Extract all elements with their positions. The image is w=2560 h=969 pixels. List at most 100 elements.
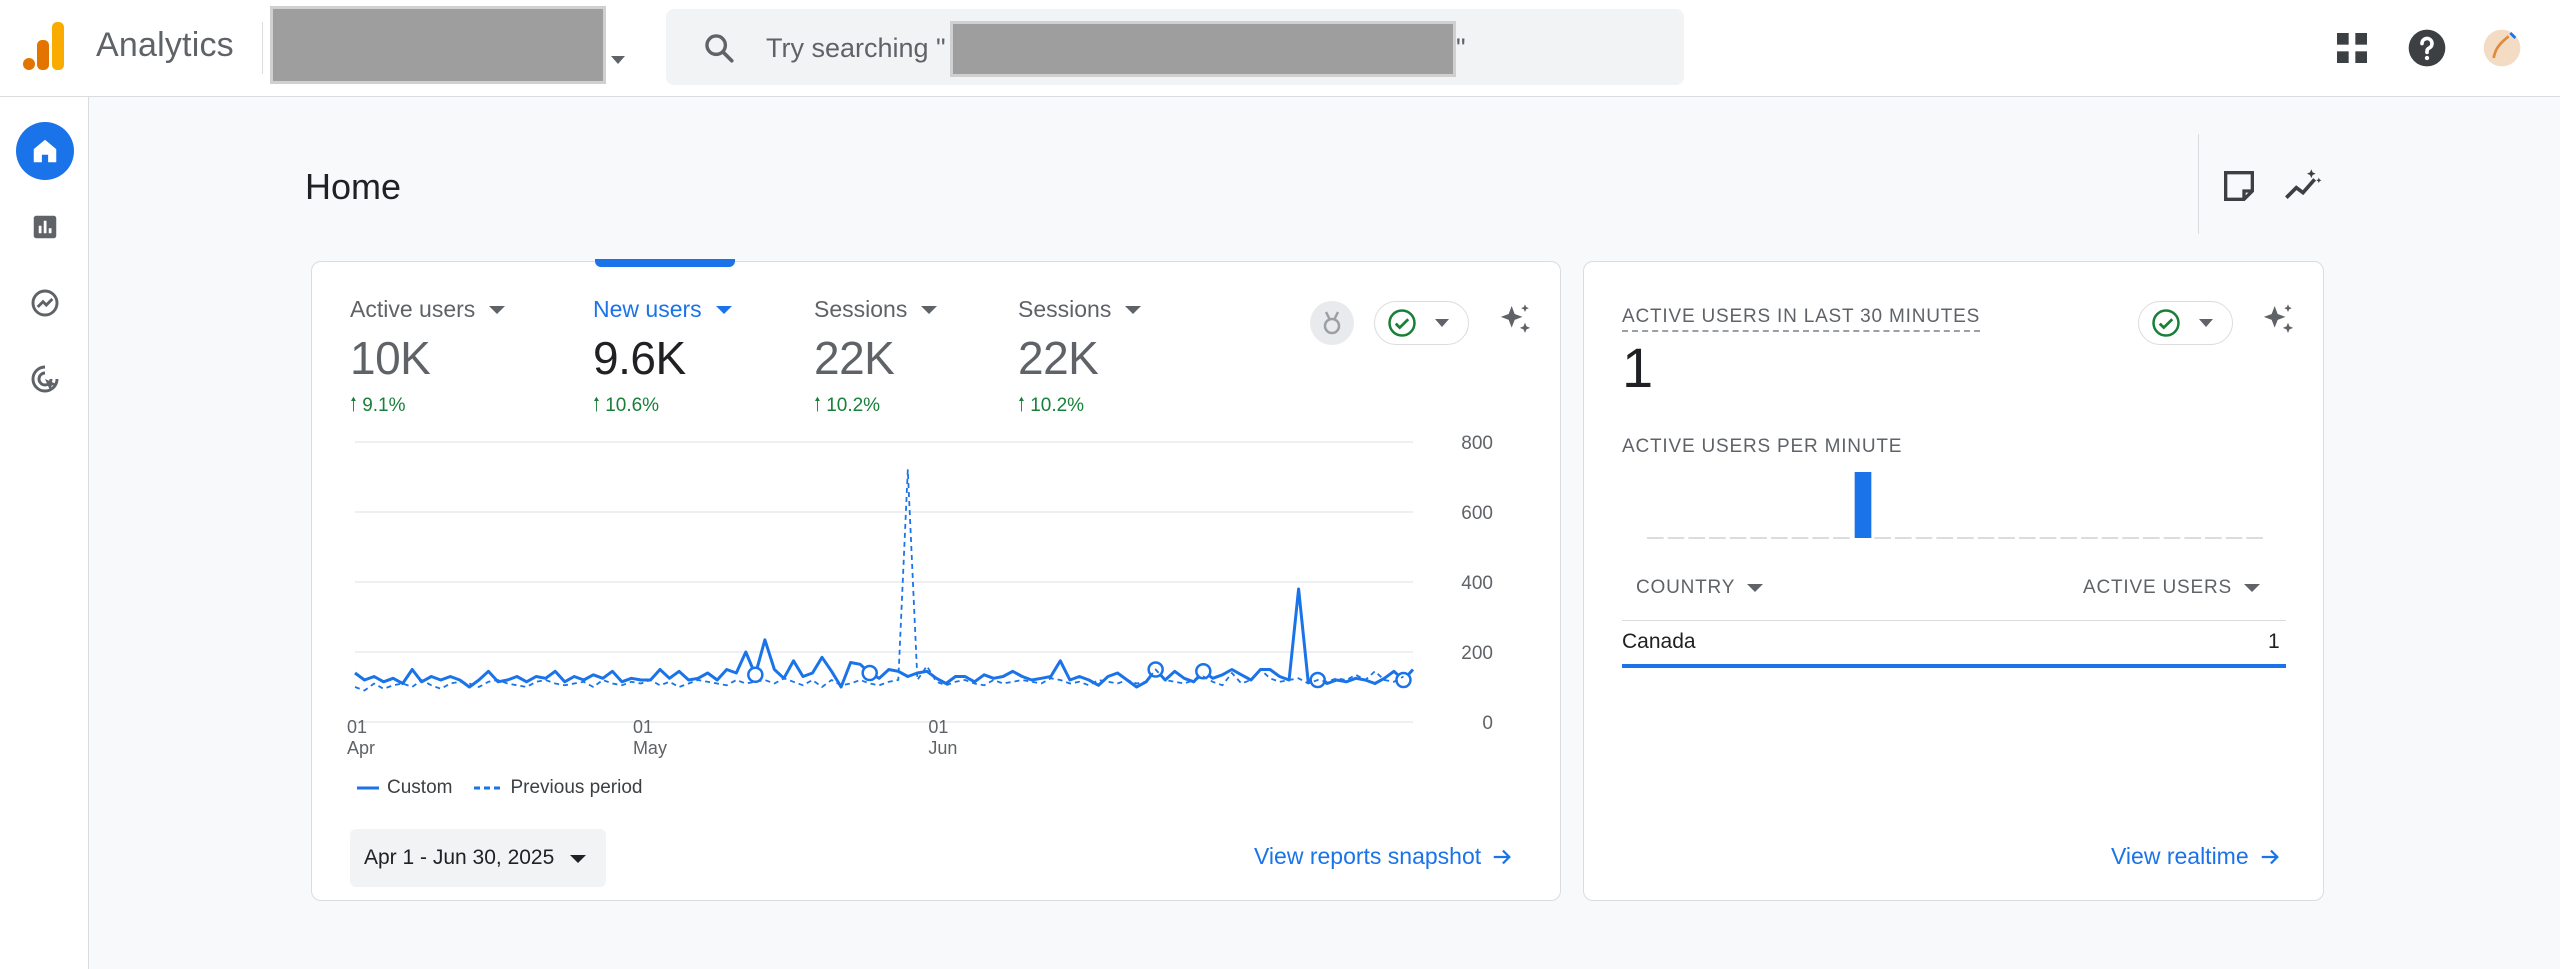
realtime-comparison-chip[interactable] <box>2138 301 2233 345</box>
arrow-right-icon <box>1493 849 1512 864</box>
per-minute-label: ACTIVE USERS PER MINUTE <box>1622 436 1903 457</box>
help-icon[interactable] <box>2407 28 2447 68</box>
change-percent: 10.6% <box>605 395 660 416</box>
y-tick-label: 600 <box>1461 503 1493 524</box>
link-label: View reports snapshot <box>1254 843 1482 869</box>
metric-label: New users <box>593 296 702 322</box>
arrow-right-icon <box>2261 849 2279 864</box>
search-redacted-term <box>950 21 1456 77</box>
home-icon <box>33 139 57 163</box>
x-tick-day: 01 <box>928 717 948 737</box>
annotation-marker[interactable] <box>1395 671 1412 689</box>
x-tick-month: Apr <box>347 738 375 758</box>
search-icon <box>705 34 734 63</box>
y-tick-label: 0 <box>1482 713 1493 734</box>
search-placeholder: Try searching " <box>766 33 946 63</box>
avatar[interactable] <box>2482 28 2522 68</box>
chevron-down-icon <box>2243 584 2260 592</box>
metric-label: Active users <box>350 296 476 322</box>
view-realtime-link[interactable]: View realtime <box>2111 843 2281 870</box>
target-cursor-icon <box>31 365 59 393</box>
y-tick-label: 400 <box>1461 573 1493 594</box>
chevron-down-icon <box>921 305 938 314</box>
metric-change: 🠑 10.2% <box>814 395 881 416</box>
metric-change: 🠑 10.6% <box>593 395 660 416</box>
link-label: View realtime <box>2111 843 2249 869</box>
explore-trend-icon <box>31 289 59 317</box>
metric-active-users[interactable]: Active users 10K 🠑 9.1% <box>350 296 506 423</box>
country-cell: Canada <box>1622 630 1696 653</box>
account-dropdown-caret[interactable] <box>611 56 625 64</box>
users-cell: 1 <box>2268 630 2280 653</box>
account-selector[interactable] <box>270 6 606 84</box>
chevron-down-icon <box>570 855 586 863</box>
x-tick-month: Jun <box>928 738 957 758</box>
metric-label: Sessions <box>814 296 908 322</box>
chevron-down-icon <box>1435 319 1449 327</box>
nav-explore[interactable] <box>16 274 74 332</box>
metric-value: 22K <box>814 332 895 384</box>
nav-advertising[interactable] <box>16 350 74 408</box>
divider <box>262 22 263 74</box>
realtime-card <box>1583 261 2324 901</box>
metric-value: 10K <box>350 332 431 384</box>
sparkle-icon[interactable] <box>2258 301 2298 341</box>
dashed-line-swatch <box>474 786 503 790</box>
change-percent: 9.1% <box>362 395 406 416</box>
column-header-country[interactable]: COUNTRY <box>1636 577 1764 599</box>
realtime-title-text: ACTIVE USERS IN LAST 30 MINUTES <box>1622 306 1981 332</box>
x-tick-month: May <box>633 738 667 758</box>
app-title: Analytics <box>96 26 234 64</box>
left-nav <box>0 97 89 969</box>
comparison-chip[interactable] <box>1374 301 1469 345</box>
legend-custom: Custom <box>357 777 452 799</box>
change-percent: 10.2% <box>1030 395 1085 416</box>
metric-value: 9.6K <box>593 332 686 384</box>
x-tick-day: 01 <box>347 717 367 737</box>
series-line-previous-period <box>354 469 1404 692</box>
y-tick-label: 800 <box>1461 433 1493 454</box>
chevron-down-icon <box>1125 305 1142 314</box>
row-share-bar <box>1622 664 2286 668</box>
view-reports-snapshot-link[interactable]: View reports snapshot <box>1254 843 1513 870</box>
chart-legend: Custom Previous period <box>357 777 643 799</box>
top-bar: Analytics Try searching " " <box>0 0 2560 97</box>
date-range-label: Apr 1 - Jun 30, 2025 <box>364 846 555 869</box>
column-header-active-users[interactable]: ACTIVE USERS <box>2083 577 2260 599</box>
realtime-title[interactable]: ACTIVE USERS IN LAST 30 MINUTES <box>1622 306 1981 332</box>
metric-change: 🠑 9.1% <box>350 395 406 416</box>
analytics-logo[interactable] <box>22 20 68 72</box>
metric-sessions-2[interactable]: Sessions 22K 🠑 10.2% <box>1018 296 1142 423</box>
annotation-marker[interactable] <box>1195 663 1212 680</box>
date-range-picker[interactable]: Apr 1 - Jun 30, 2025 <box>350 829 606 887</box>
apps-grid-icon[interactable] <box>2332 28 2372 68</box>
nav-reports[interactable] <box>16 198 74 256</box>
search-placeholder-end: " <box>1456 33 1466 63</box>
legend-label: Previous period <box>510 777 643 798</box>
legend-label: Custom <box>387 777 453 798</box>
metric-new-users[interactable]: New users 9.6K 🠑 10.6% <box>593 296 732 423</box>
annotation-marker[interactable] <box>747 666 764 683</box>
search-bar[interactable]: Try searching " " <box>666 9 1684 85</box>
chevron-down-icon <box>489 305 506 314</box>
bar-chart-icon <box>33 215 57 239</box>
page-title: Home <box>305 166 402 207</box>
column-label: ACTIVE USERS <box>2083 577 2232 598</box>
legend-previous: Previous period <box>474 777 643 799</box>
nav-home[interactable] <box>16 122 74 180</box>
sparkle-icon[interactable] <box>1495 301 1535 341</box>
note-icon[interactable] <box>2219 166 2259 206</box>
realtime-value: 1 <box>1622 336 1654 399</box>
series-line-custom <box>354 587 1415 689</box>
y-tick-label: 200 <box>1461 643 1493 664</box>
selected-metric-indicator <box>595 259 735 267</box>
solid-line-swatch <box>357 786 379 790</box>
minute-bar[interactable] <box>1854 472 1872 538</box>
change-percent: 10.2% <box>826 395 881 416</box>
chevron-down-icon <box>1747 584 1764 592</box>
metric-sessions[interactable]: Sessions 22K 🠑 10.2% <box>814 296 938 423</box>
insights-icon[interactable] <box>2283 166 2323 206</box>
insight-badge-icon[interactable] <box>1309 300 1355 346</box>
annotation-marker[interactable] <box>861 664 878 682</box>
